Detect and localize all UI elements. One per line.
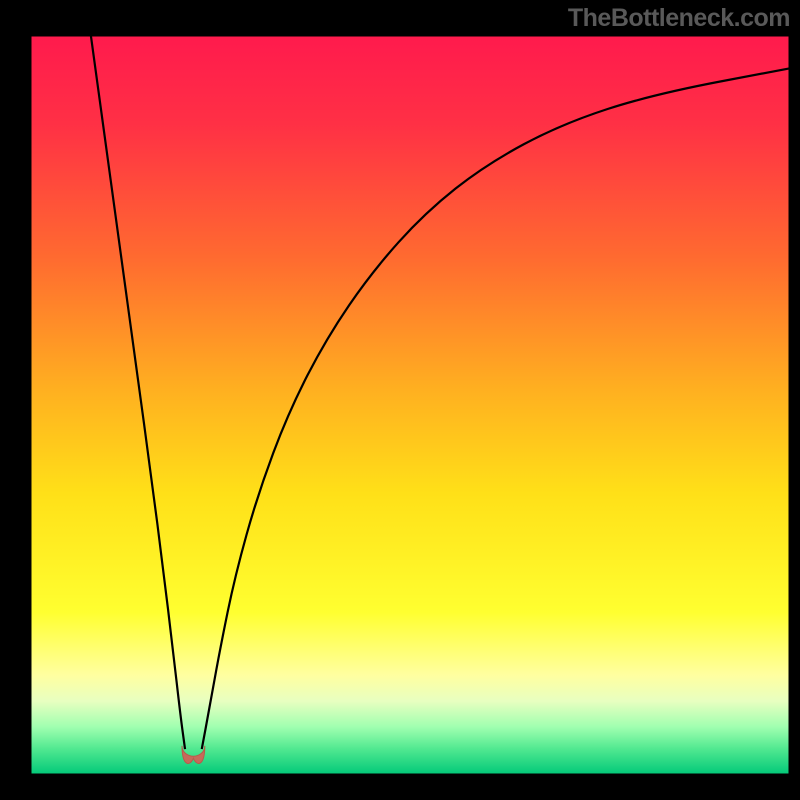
watermark-text: TheBottleneck.com	[568, 4, 790, 33]
chart-container: TheBottleneck.com	[0, 0, 800, 800]
chart-svg	[0, 0, 800, 800]
